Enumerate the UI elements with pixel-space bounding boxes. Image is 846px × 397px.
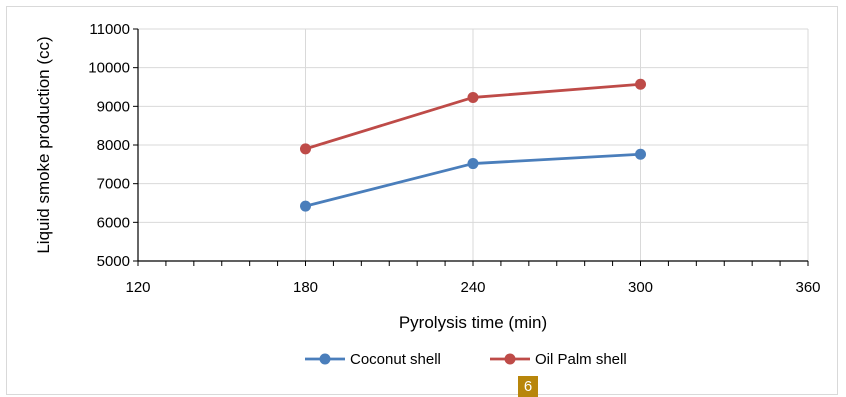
- x-tick-label: 360: [795, 279, 820, 296]
- y-tick-label: 7000: [97, 176, 130, 193]
- legend: Coconut shell Oil Palm shell: [305, 351, 627, 368]
- data-point: [300, 200, 311, 212]
- legend-label: Coconut shell: [350, 351, 441, 368]
- x-tick-label: 240: [460, 279, 485, 296]
- y-tick-label: 10000: [88, 60, 130, 77]
- data-point: [467, 91, 479, 103]
- axes: 5000 6000 7000 8000 9000 10000 11000 120 180 240 3…: [88, 21, 820, 296]
- series: [300, 78, 646, 212]
- x-axis-title: Pyrolysis time (min): [399, 313, 547, 332]
- x-tick-label: 180: [293, 279, 318, 296]
- legend-marker: [504, 353, 516, 365]
- chart-frame: [6, 6, 838, 395]
- y-tick-label: 5000: [97, 253, 130, 270]
- y-tick-label: 11000: [89, 21, 130, 38]
- grid: [138, 28, 809, 261]
- data-point: [467, 158, 479, 170]
- x-tick-label: 300: [628, 279, 653, 296]
- data-point: [635, 78, 646, 90]
- y-tick-label: 8000: [97, 137, 130, 154]
- data-point: [635, 148, 646, 160]
- data-point: [300, 143, 311, 155]
- x-tick-label: 120: [125, 279, 150, 296]
- y-tick-label: 6000: [97, 214, 130, 231]
- page-number-badge: 6: [518, 376, 538, 397]
- y-tick-label: 9000: [97, 98, 130, 115]
- y-axis-title: Liquid smoke production (cc): [34, 36, 53, 253]
- legend-label: Oil Palm shell: [535, 351, 627, 368]
- legend-marker: [319, 353, 331, 365]
